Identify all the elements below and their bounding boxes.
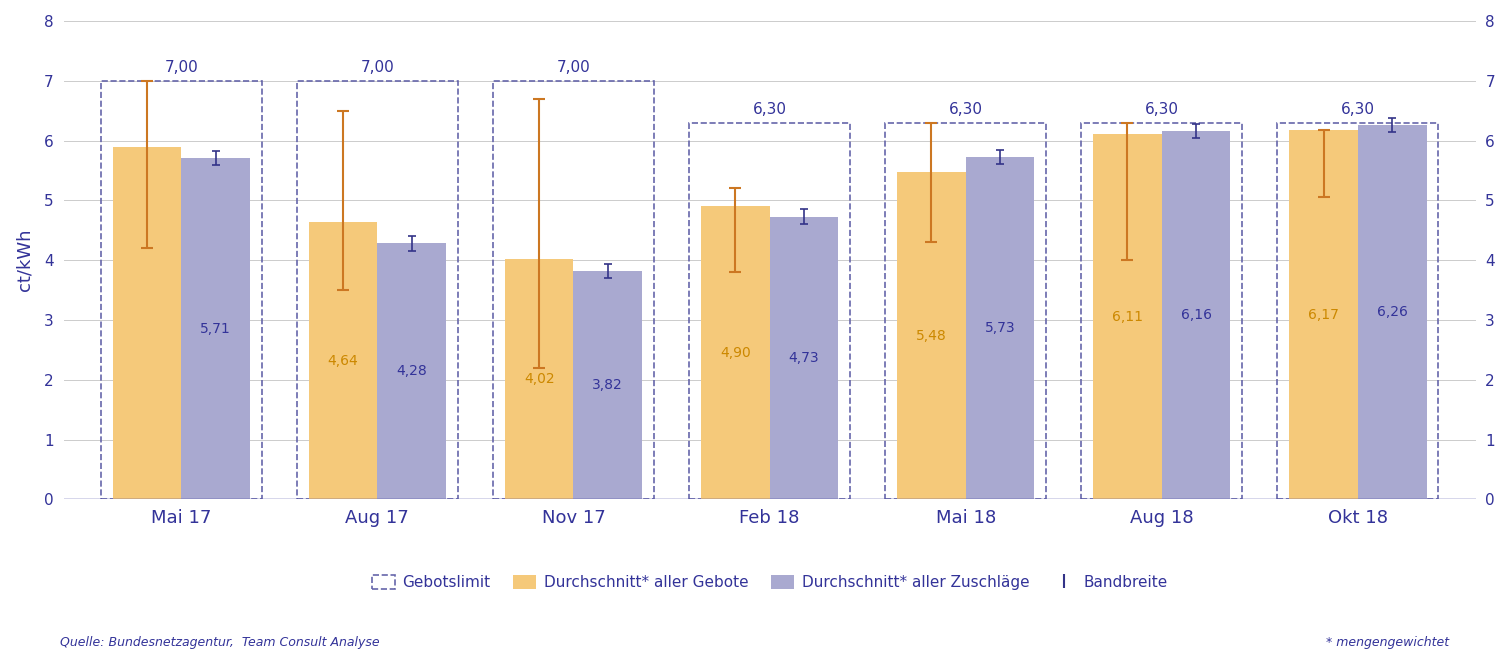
Text: * mengengewichtet: * mengengewichtet (1326, 636, 1450, 649)
Bar (885, 122, 1046, 499)
Bar (897, 171, 966, 499)
Text: 6,16: 6,16 (1181, 308, 1211, 322)
Text: 6,11: 6,11 (1111, 310, 1143, 324)
Text: 6,30: 6,30 (948, 102, 983, 117)
Text: Quelle: Bundesnetzagentur,  Team Consult Analyse: Quelle: Bundesnetzagentur, Team Consult … (60, 636, 381, 649)
Bar (378, 244, 445, 499)
Text: 4,64: 4,64 (328, 354, 358, 367)
Bar (297, 81, 458, 499)
Bar (308, 222, 378, 499)
Text: 5,48: 5,48 (917, 328, 947, 343)
Bar (1290, 130, 1357, 499)
Bar (1161, 131, 1231, 499)
Text: 6,30: 6,30 (1341, 102, 1376, 117)
Bar (181, 158, 249, 499)
Text: 5,73: 5,73 (985, 321, 1015, 335)
Text: 4,73: 4,73 (788, 351, 820, 365)
Text: 4,28: 4,28 (396, 365, 427, 379)
Bar (701, 207, 770, 499)
Bar (494, 81, 654, 499)
Bar (966, 157, 1034, 499)
Text: 6,17: 6,17 (1308, 308, 1339, 322)
Legend: Gebotslimit, Durchschnitt* aller Gebote, Durchschnitt* aller Zuschläge, Bandbrei: Gebotslimit, Durchschnitt* aller Gebote,… (365, 569, 1173, 596)
Bar (689, 122, 850, 499)
Bar (574, 271, 642, 499)
Bar (1093, 134, 1161, 499)
Bar (113, 146, 181, 499)
Text: 5,71: 5,71 (201, 322, 231, 336)
Bar (1081, 122, 1243, 499)
Text: 6,30: 6,30 (752, 102, 787, 117)
Text: 4,90: 4,90 (720, 346, 750, 360)
Text: 3,82: 3,82 (592, 378, 624, 392)
Text: 7,00: 7,00 (165, 60, 198, 75)
Text: 7,00: 7,00 (557, 60, 590, 75)
Text: 4,02: 4,02 (524, 372, 554, 386)
Bar (101, 81, 261, 499)
Y-axis label: ct/kWh: ct/kWh (15, 229, 33, 291)
Bar (1277, 122, 1438, 499)
Text: 6,30: 6,30 (1145, 102, 1179, 117)
Text: 6,26: 6,26 (1377, 305, 1407, 319)
Text: 7,00: 7,00 (361, 60, 394, 75)
Bar (1357, 125, 1427, 499)
Bar (504, 259, 574, 499)
Bar (770, 216, 838, 499)
